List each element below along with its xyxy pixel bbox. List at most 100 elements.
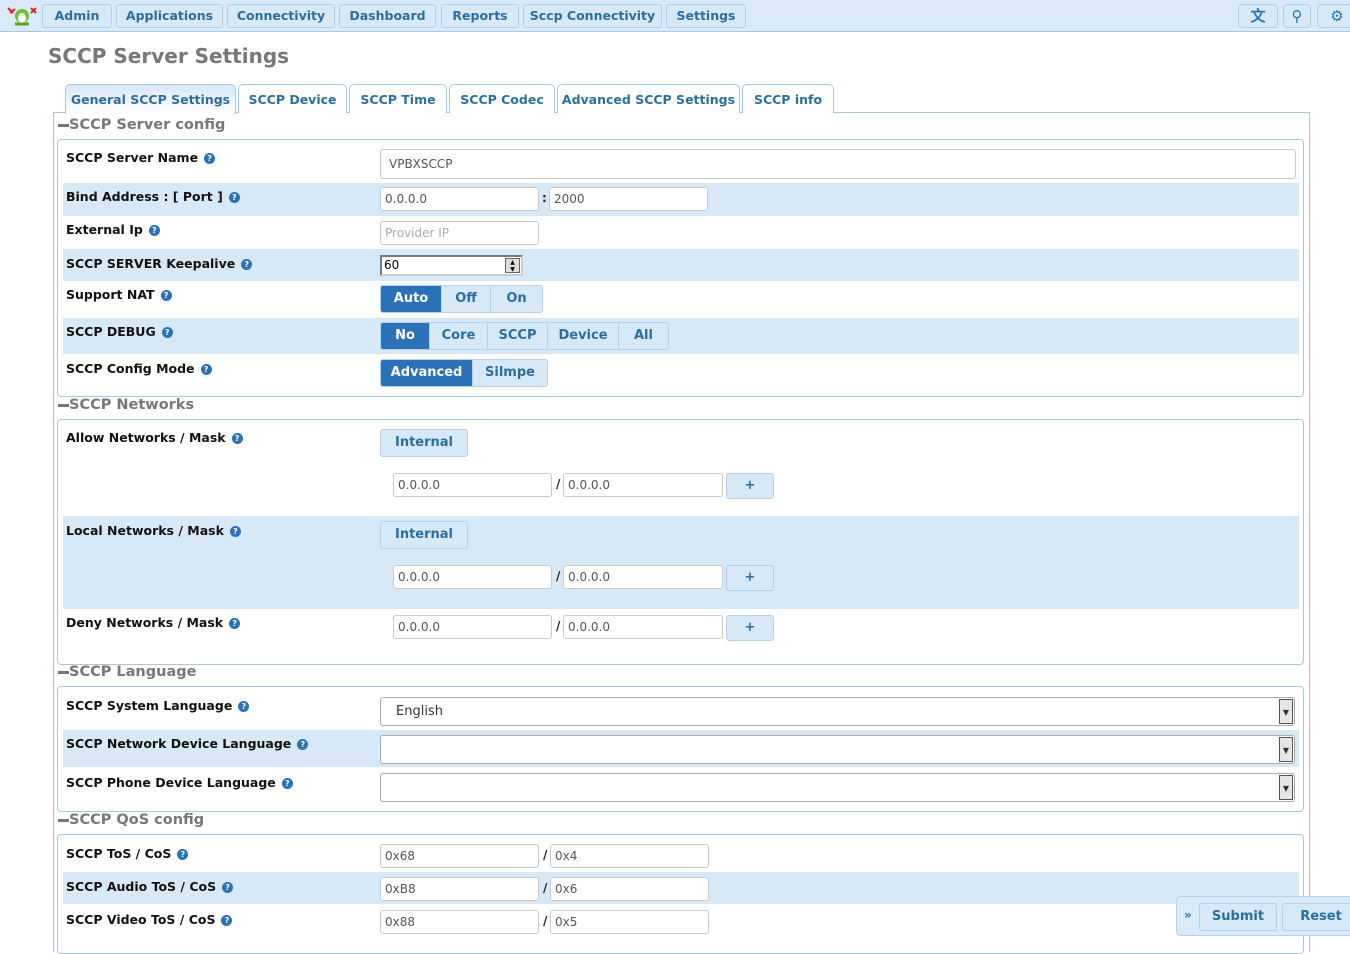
- plus-icon: +: [744, 620, 756, 635]
- bind-address-input[interactable]: 0.0.0.0: [380, 187, 539, 211]
- search-button[interactable]: ⚲: [1283, 4, 1311, 28]
- spinner-arrows-icon[interactable]: ▲ ▼: [505, 258, 520, 273]
- help-icon[interactable]: ?: [229, 618, 241, 629]
- debug-all[interactable]: All: [618, 323, 668, 349]
- system-language-label: SCCP System Language?: [66, 698, 250, 713]
- external-ip-label: External Ip?: [66, 222, 160, 237]
- server-name-input[interactable]: VPBXSCCP: [380, 149, 1296, 179]
- language-button[interactable]: 文: [1238, 4, 1278, 28]
- nav-dashboard[interactable]: Dashboard: [339, 4, 436, 28]
- help-icon[interactable]: ?: [204, 153, 216, 164]
- tab-time[interactable]: SCCP Time: [349, 84, 447, 113]
- tos-label: SCCP ToS / CoS?: [66, 846, 189, 861]
- audio-tos-input[interactable]: 0xB8: [380, 877, 539, 901]
- deny-network-input[interactable]: 0.0.0.0: [393, 615, 552, 639]
- sccp-debug-label: SCCP DEBUG?: [66, 324, 173, 339]
- video-tos-input[interactable]: 0x88: [380, 910, 539, 934]
- help-icon[interactable]: ?: [281, 778, 293, 789]
- cos-input[interactable]: 0x4: [550, 844, 709, 868]
- allow-network-input[interactable]: 0.0.0.0: [393, 473, 552, 497]
- help-icon[interactable]: ?: [241, 259, 253, 270]
- slash-separator: /: [556, 619, 561, 633]
- slash-separator: /: [543, 914, 548, 928]
- port-input[interactable]: 2000: [549, 187, 708, 211]
- server-config-box: [57, 139, 1304, 397]
- local-mask-input[interactable]: 0.0.0.0: [563, 565, 723, 589]
- bind-address-label: Bind Address : [ Port ]?: [66, 189, 240, 204]
- section-title: SCCP Language: [69, 664, 197, 680]
- row-bg: [63, 516, 1299, 609]
- settings-button[interactable]: ⚙: [1317, 4, 1350, 28]
- nav-reports[interactable]: Reports: [441, 4, 519, 28]
- dropdown-arrow-icon: ▼: [1279, 737, 1293, 762]
- sccp-debug-toggle: No Core SCCP Device All: [380, 322, 669, 350]
- help-icon[interactable]: ?: [161, 327, 173, 338]
- reset-button[interactable]: Reset: [1282, 903, 1350, 931]
- section-server-config[interactable]: SCCP Server config: [58, 117, 225, 133]
- nav-sccp-connectivity[interactable]: Sccp Connectivity: [523, 4, 662, 28]
- network-device-language-label: SCCP Network Device Language?: [66, 736, 309, 751]
- submit-button[interactable]: Submit: [1199, 903, 1277, 931]
- help-icon[interactable]: ?: [160, 290, 172, 301]
- mode-advanced[interactable]: Advanced: [381, 360, 472, 386]
- section-qos[interactable]: SCCP QoS config: [58, 812, 204, 828]
- nav-settings[interactable]: Settings: [666, 4, 746, 28]
- tab-general[interactable]: General SCCP Settings: [65, 84, 236, 114]
- section-language[interactable]: SCCP Language: [58, 664, 196, 680]
- keepalive-spinner[interactable]: 60 ▲ ▼: [380, 255, 523, 276]
- slash-separator: /: [556, 569, 561, 583]
- language-icon: 文: [1250, 7, 1266, 25]
- local-internal-button[interactable]: Internal: [380, 521, 468, 549]
- slash-separator: /: [543, 881, 548, 895]
- help-icon[interactable]: ?: [200, 364, 212, 375]
- deny-add-button[interactable]: +: [726, 615, 774, 641]
- help-icon[interactable]: ?: [228, 192, 240, 203]
- allow-mask-input[interactable]: 0.0.0.0: [563, 473, 723, 497]
- deny-mask-input[interactable]: 0.0.0.0: [563, 615, 723, 639]
- help-icon[interactable]: ?: [177, 849, 189, 860]
- debug-device[interactable]: Device: [547, 323, 618, 349]
- external-ip-input[interactable]: Provider IP: [380, 221, 539, 245]
- allow-add-button[interactable]: +: [726, 473, 774, 499]
- tab-codec[interactable]: SCCP Codec: [449, 84, 555, 113]
- section-title: SCCP Server config: [69, 117, 226, 133]
- audio-cos-input[interactable]: 0x6: [550, 877, 709, 901]
- video-cos-input[interactable]: 0x5: [550, 910, 709, 934]
- tab-advanced[interactable]: Advanced SCCP Settings: [557, 84, 740, 113]
- nat-on[interactable]: On: [490, 286, 542, 312]
- tab-device[interactable]: SCCP Device: [238, 84, 347, 113]
- nav-applications[interactable]: Applications: [116, 4, 223, 28]
- phone-device-language-select[interactable]: ▼: [380, 773, 1295, 802]
- system-language-select[interactable]: English ▼: [380, 697, 1295, 726]
- local-network-input[interactable]: 0.0.0.0: [393, 565, 552, 589]
- frog-logo-icon: [7, 7, 37, 26]
- search-icon: ⚲: [1291, 7, 1303, 25]
- plus-icon: +: [744, 570, 756, 585]
- network-device-language-select[interactable]: ▼: [380, 735, 1295, 764]
- video-tos-label: SCCP Video ToS / CoS?: [66, 912, 233, 927]
- help-icon[interactable]: ?: [231, 433, 243, 444]
- tab-info[interactable]: SCCP info: [742, 84, 834, 113]
- help-icon[interactable]: ?: [297, 739, 309, 750]
- section-networks[interactable]: SCCP Networks: [58, 397, 194, 413]
- expand-icon[interactable]: »: [1184, 908, 1192, 922]
- top-navbar: Admin Applications Connectivity Dashboar…: [0, 0, 1350, 32]
- help-icon[interactable]: ?: [148, 225, 160, 236]
- local-add-button[interactable]: +: [726, 565, 774, 591]
- nav-connectivity[interactable]: Connectivity: [227, 4, 335, 28]
- debug-core[interactable]: Core: [429, 323, 487, 349]
- support-nat-label: Support NAT?: [66, 287, 172, 302]
- help-icon[interactable]: ?: [238, 701, 250, 712]
- plus-icon: +: [744, 478, 756, 493]
- allow-internal-button[interactable]: Internal: [380, 429, 468, 457]
- mode-simple[interactable]: Silmpe: [472, 360, 547, 386]
- help-icon[interactable]: ?: [222, 882, 234, 893]
- debug-sccp[interactable]: SCCP: [487, 323, 547, 349]
- nav-admin[interactable]: Admin: [42, 4, 112, 28]
- help-icon[interactable]: ?: [221, 915, 233, 926]
- nat-off[interactable]: Off: [441, 286, 490, 312]
- debug-no[interactable]: No: [381, 323, 429, 349]
- help-icon[interactable]: ?: [229, 526, 241, 537]
- tos-input[interactable]: 0x68: [380, 844, 539, 868]
- nat-auto[interactable]: Auto: [381, 286, 441, 312]
